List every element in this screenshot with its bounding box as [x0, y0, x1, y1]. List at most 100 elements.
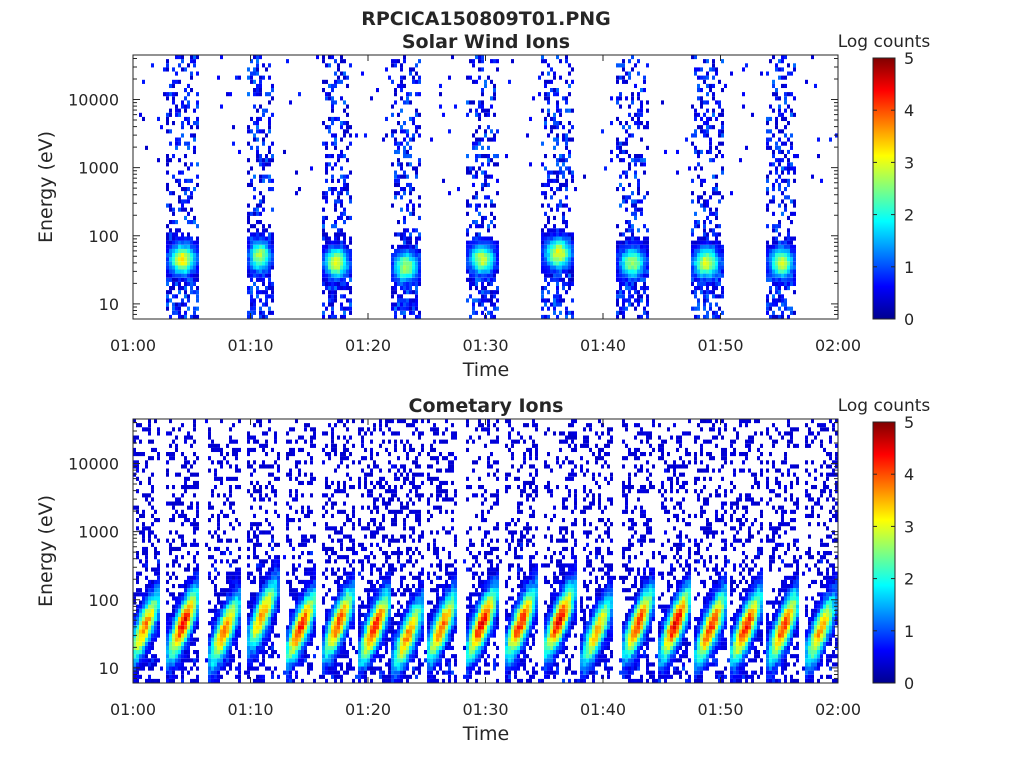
spectrogram-cell	[331, 298, 334, 303]
spectrogram-cell	[481, 302, 484, 307]
spectrogram-cell	[313, 435, 316, 440]
spectrogram-cell	[700, 248, 703, 254]
spectrogram-cell	[196, 92, 199, 97]
spectrogram-cell	[406, 286, 409, 291]
spectrogram-cell	[277, 476, 280, 481]
spectrogram-cell	[271, 112, 274, 117]
spectrogram-cell	[136, 662, 139, 667]
spectrogram-cell	[322, 493, 325, 498]
spectrogram-cell	[781, 149, 784, 155]
spectrogram-cell	[541, 286, 544, 291]
spectrogram-cell	[208, 670, 211, 675]
spectrogram-cell	[691, 104, 694, 109]
spectrogram-cell	[331, 257, 334, 262]
spectrogram-cell	[331, 273, 334, 278]
spectrogram-cell	[178, 621, 181, 626]
spectrogram-cell	[571, 67, 574, 72]
spectrogram-cell	[322, 253, 325, 258]
spectrogram-cell	[157, 518, 160, 523]
spectrogram-cell	[721, 265, 724, 270]
spectrogram-cell	[766, 310, 769, 315]
spectrogram-cell	[262, 166, 265, 171]
spectrogram-cell	[718, 100, 721, 105]
spectrogram-cell	[268, 625, 271, 630]
spectrogram-cell	[256, 629, 259, 634]
spectrogram-cell	[220, 629, 223, 634]
spectrogram-cell	[193, 121, 196, 126]
spectrogram-cell	[136, 526, 139, 531]
spectrogram-cell	[259, 104, 262, 109]
spectrogram-cell	[277, 588, 280, 593]
spectrogram-cell	[253, 621, 256, 626]
spectrogram-cell	[481, 67, 484, 72]
spectrogram-cell	[193, 629, 196, 634]
spectrogram-cell	[133, 505, 136, 510]
spectrogram-cell	[190, 253, 193, 258]
spectrogram-cell	[481, 182, 484, 188]
spectrogram-cell	[787, 178, 790, 183]
spectrogram-cell	[289, 476, 292, 481]
spectrogram-cell	[544, 286, 547, 291]
spectrogram-cell	[187, 116, 190, 122]
spectrogram-cell	[193, 617, 196, 622]
spectrogram-cell	[337, 257, 340, 262]
spectrogram-cell	[322, 513, 325, 519]
spectrogram-cell	[193, 306, 196, 311]
spectrogram-cell	[232, 604, 235, 609]
spectrogram-cell	[403, 261, 406, 266]
spectrogram-cell	[184, 596, 187, 601]
spectrogram-cell	[253, 629, 256, 634]
spectrogram-cell	[307, 654, 310, 659]
spectrogram-cell	[307, 670, 310, 675]
spectrogram-cell	[253, 447, 256, 453]
spectrogram-cell	[334, 137, 337, 142]
spectrogram-cell	[172, 306, 175, 311]
spectrogram-cell	[169, 501, 172, 506]
spectrogram-cell	[298, 563, 301, 568]
spectrogram-cell	[331, 435, 334, 440]
spectrogram-cell	[139, 625, 142, 630]
spectrogram-cell	[262, 244, 265, 249]
spectrogram-cell	[340, 592, 343, 597]
spectrogram-cell	[481, 187, 484, 192]
spectrogram-cell	[262, 269, 265, 274]
spectrogram-cell	[253, 211, 256, 216]
x-tick-label: 01:00	[110, 336, 156, 355]
spectrogram-cell	[217, 493, 220, 498]
spectrogram-cell	[187, 195, 190, 200]
spectrogram-cell	[700, 236, 703, 241]
spectrogram-cell	[787, 215, 790, 221]
spectrogram-cell	[472, 100, 475, 105]
spectrogram-cell	[412, 244, 415, 249]
spectrogram-cell	[286, 513, 289, 519]
spectrogram-cell	[562, 96, 565, 101]
spectrogram-cell	[217, 629, 220, 634]
spectrogram-cell	[772, 162, 775, 167]
spectrogram-cell	[334, 240, 337, 245]
spectrogram-cell	[151, 604, 154, 609]
spectrogram-cell	[712, 75, 715, 80]
spectrogram-cell	[475, 298, 478, 303]
spectrogram-cell	[154, 509, 157, 514]
spectrogram-cell	[490, 248, 493, 254]
spectrogram-cell	[493, 224, 496, 229]
spectrogram-cell	[295, 617, 298, 622]
spectrogram-cell	[313, 604, 316, 609]
spectrogram-cell	[229, 575, 232, 580]
spectrogram-cell	[259, 423, 262, 428]
spectrogram-cell	[178, 55, 181, 60]
spectrogram-cell	[691, 240, 694, 245]
spectrogram-cell	[328, 298, 331, 303]
spectrogram-cell	[325, 125, 328, 130]
spectrogram-cell	[481, 269, 484, 274]
spectrogram-cell	[322, 596, 325, 601]
spectrogram-cell	[247, 633, 250, 638]
spectrogram-cell	[247, 555, 250, 560]
spectrogram-cell	[187, 563, 190, 568]
spectrogram-cell	[232, 571, 235, 576]
spectrogram-cell	[181, 513, 184, 519]
spectrogram-cell	[340, 166, 343, 171]
spectrogram-cell	[697, 286, 700, 291]
spectrogram-cell	[145, 555, 148, 560]
spectrogram-cell	[571, 273, 574, 278]
